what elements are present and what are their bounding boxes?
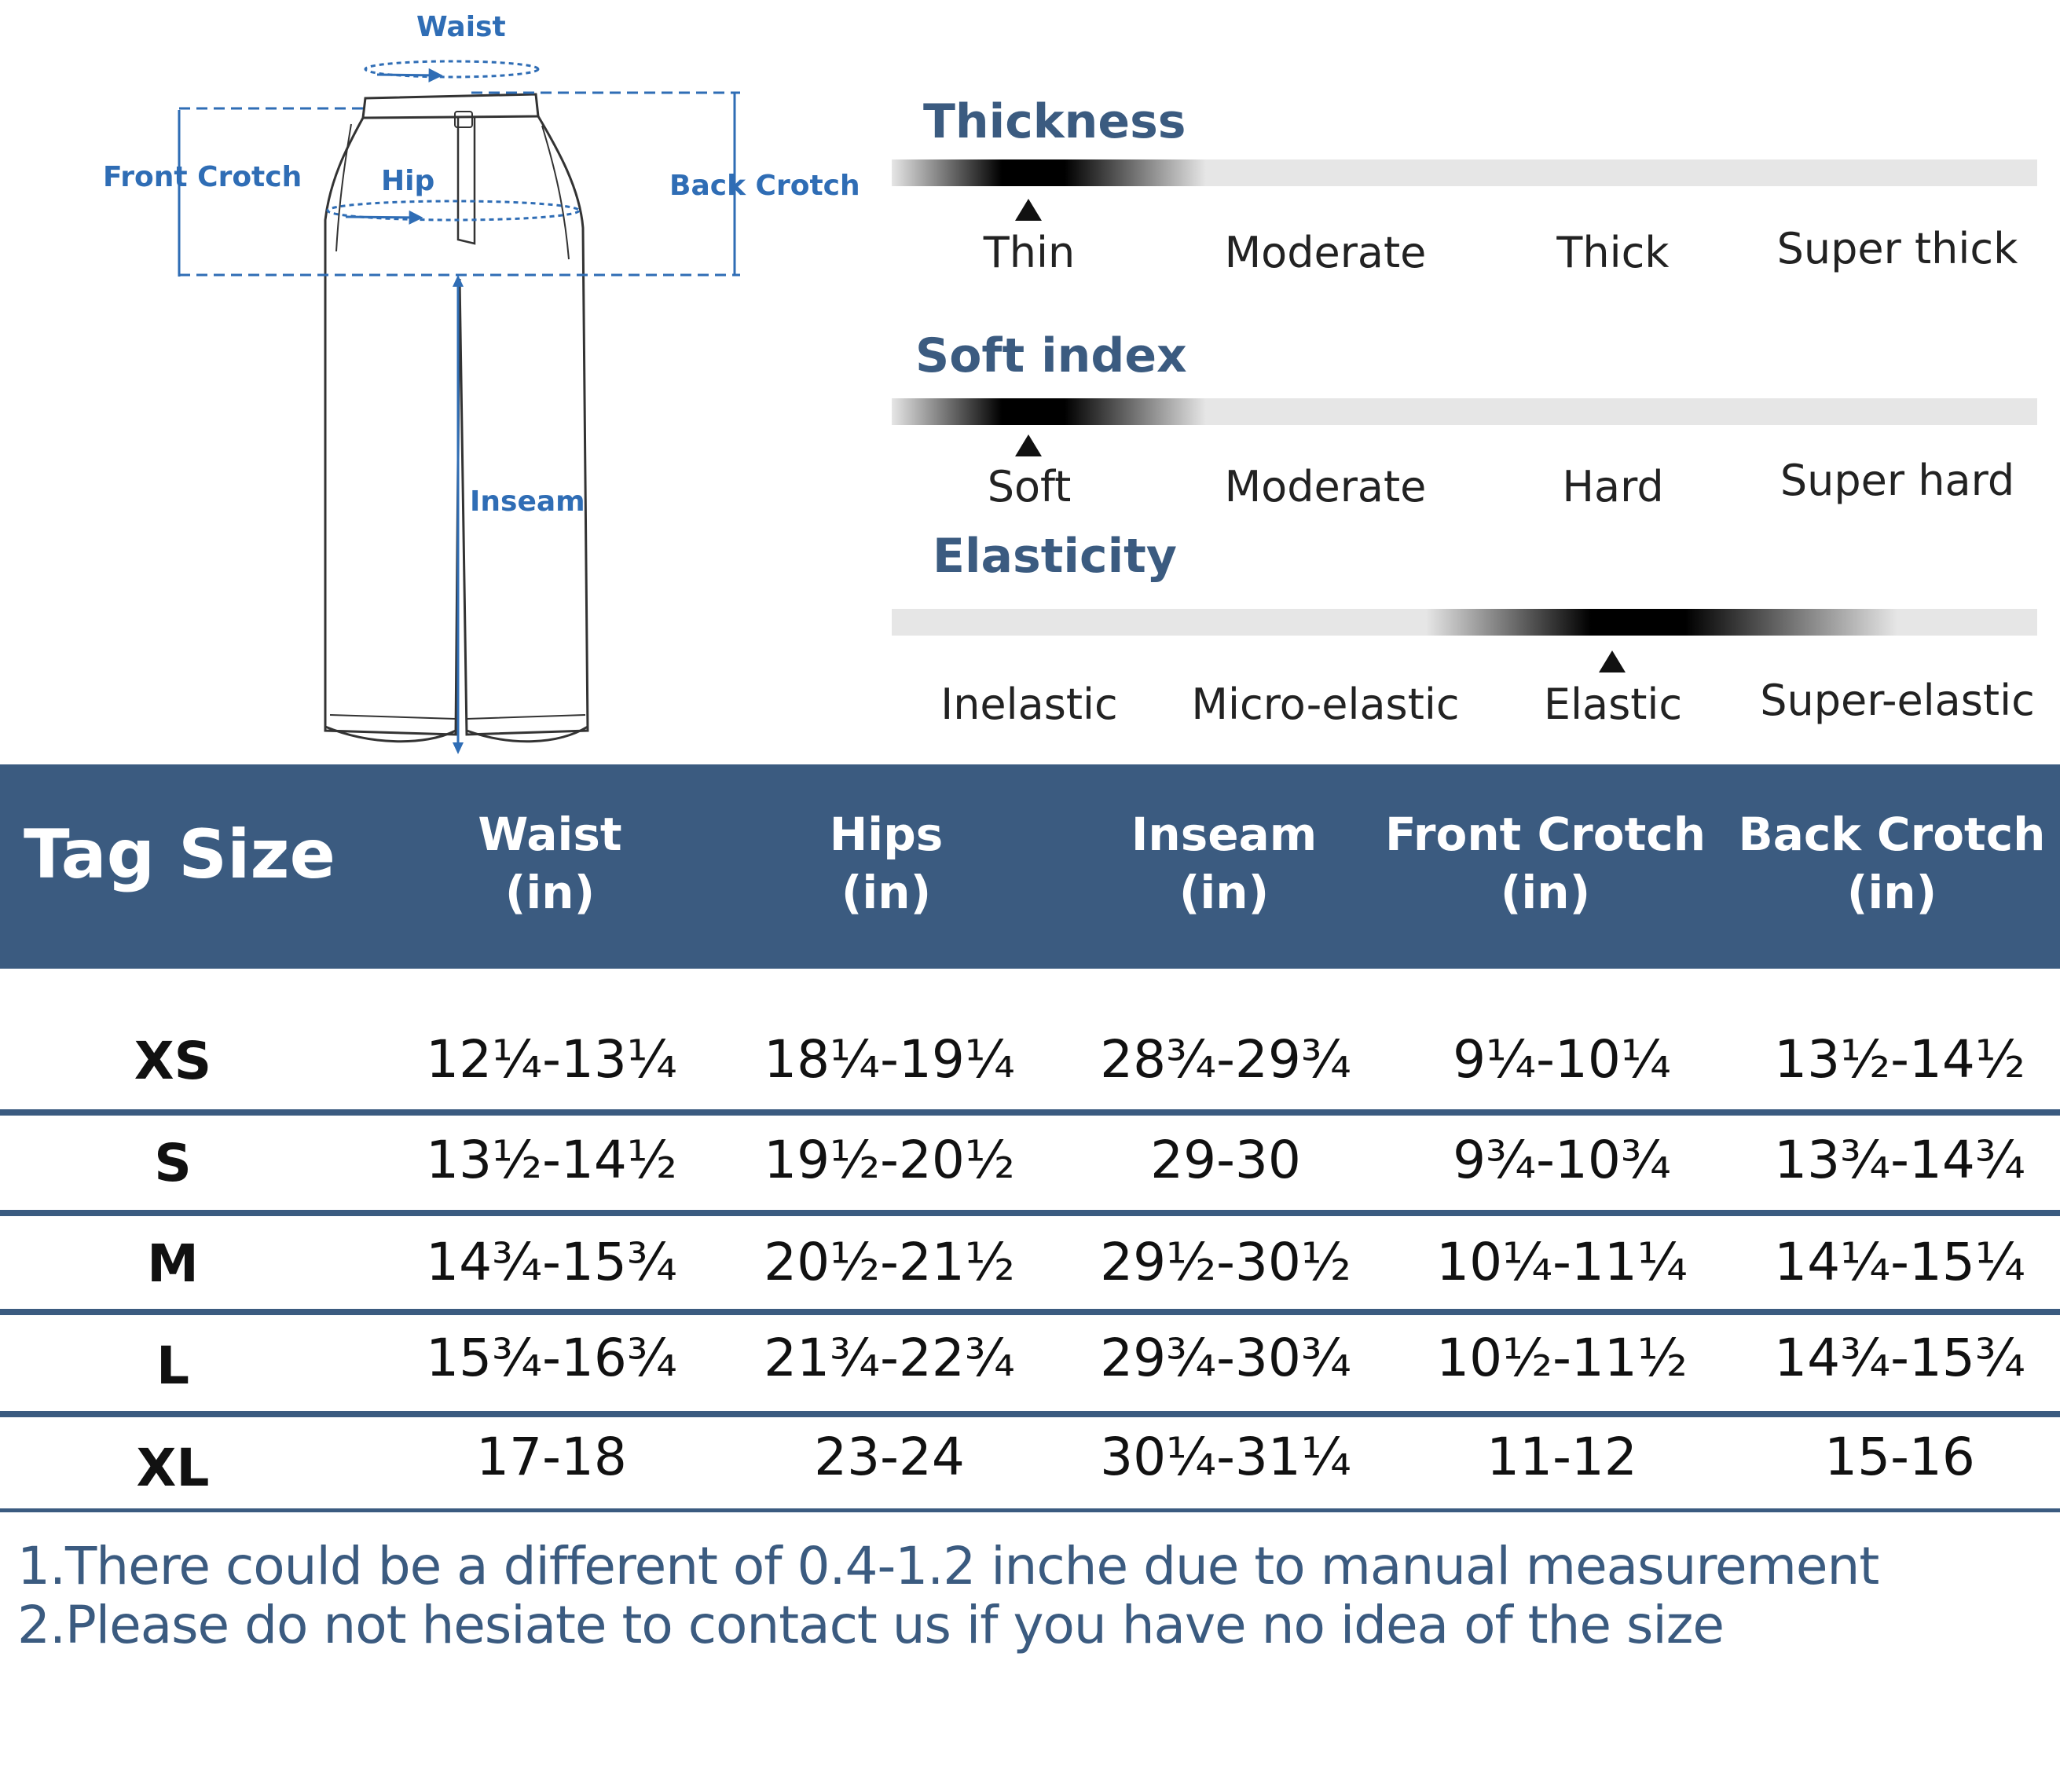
scale-title-soft-index: Soft index: [915, 328, 1187, 383]
header-back-crotch-name: Back Crotch: [1738, 808, 2046, 861]
row-divider: [0, 1508, 2060, 1512]
value-cell: 13½-14½: [426, 1130, 677, 1190]
header-hips: Hips (in): [713, 805, 1059, 922]
note-contact: 2.Please do not hesiate to contact us if…: [17, 1595, 1725, 1655]
elasticity-option-super-elastic: Super-elastic: [1760, 676, 2035, 725]
value-cell: 29¾-30¾: [1100, 1328, 1351, 1388]
value-cell: 21¾-22¾: [764, 1328, 1015, 1388]
size-cell: XS: [134, 1031, 212, 1091]
size-cell: S: [154, 1133, 192, 1193]
header-front-crotch-unit: (in): [1500, 866, 1591, 919]
size-cell: XL: [136, 1438, 210, 1498]
thickness-bar: [892, 159, 2037, 186]
soft-index-option-moderate: Moderate: [1224, 462, 1427, 511]
header-inseam: Inseam (in): [1051, 805, 1397, 922]
thickness-marker-icon: [1015, 199, 1042, 221]
hip-label: Hip: [381, 165, 435, 197]
pants-measurement-diagram: Waist Front Crotch Hip Back Crotch Insea…: [0, 0, 864, 766]
header-back-crotch-unit: (in): [1846, 866, 1937, 919]
value-cell: 15¾-16¾: [426, 1328, 677, 1388]
row-divider: [0, 1309, 2060, 1315]
value-cell: 17-18: [476, 1427, 627, 1487]
header-waist: Waist (in): [377, 805, 723, 922]
size-table-header: [0, 764, 2060, 969]
value-cell: 30¼-31¼: [1100, 1427, 1351, 1487]
soft-index-bar: [892, 398, 2037, 425]
header-hips-name: Hips: [829, 808, 944, 861]
value-cell: 11-12: [1486, 1427, 1637, 1487]
value-cell: 13¾-14¾: [1774, 1130, 2025, 1190]
elasticity-option-elastic: Elastic: [1543, 680, 1683, 729]
elasticity-option-inelastic: Inelastic: [940, 680, 1118, 729]
header-front-crotch-name: Front Crotch: [1385, 808, 1706, 861]
scale-title-thickness: Thickness: [923, 94, 1186, 149]
back-crotch-label: Back Crotch: [669, 170, 860, 202]
note-measurement: 1.There could be a different of 0.4-1.2 …: [17, 1536, 1879, 1596]
soft-index-option-soft: Soft: [987, 462, 1072, 511]
value-cell: 20½-21½: [764, 1232, 1015, 1292]
header-hips-unit: (in): [841, 866, 932, 919]
header-waist-unit: (in): [504, 866, 596, 919]
header-inseam-unit: (in): [1178, 866, 1270, 919]
header-front-crotch: Front Crotch (in): [1373, 805, 1718, 922]
soft-index-option-super-hard: Super hard: [1780, 456, 2015, 505]
thickness-option-super-thick: Super thick: [1776, 224, 2018, 273]
soft-index-marker-icon: [1015, 434, 1042, 456]
value-cell: 28¾-29¾: [1100, 1029, 1351, 1090]
value-cell: 12¼-13¼: [426, 1029, 677, 1090]
size-cell: M: [147, 1233, 199, 1294]
header-back-crotch: Back Crotch (in): [1719, 805, 2060, 922]
value-cell: 23-24: [814, 1427, 965, 1487]
thickness-option-moderate: Moderate: [1224, 228, 1427, 277]
row-divider: [0, 1210, 2060, 1216]
waist-label: Waist: [416, 11, 506, 43]
size-cell: L: [156, 1336, 190, 1396]
pants-outline-icon: [178, 60, 740, 754]
elasticity-option-micro-elastic: Micro-elastic: [1191, 680, 1460, 729]
value-cell: 29-30: [1150, 1130, 1301, 1190]
value-cell: 10½-11½: [1436, 1328, 1688, 1388]
row-divider: [0, 1109, 2060, 1116]
value-cell: 15-16: [1824, 1427, 1975, 1487]
value-cell: 13½-14½: [1774, 1029, 2025, 1090]
elasticity-bar: [892, 609, 2037, 636]
value-cell: 29½-30½: [1100, 1232, 1351, 1292]
value-cell: 19½-20½: [764, 1130, 1015, 1190]
value-cell: 14¾-15¾: [1774, 1328, 2025, 1388]
inseam-label: Inseam: [470, 486, 585, 518]
value-cell: 14¼-15¼: [1774, 1232, 2025, 1292]
value-cell: 9¼-10¼: [1453, 1029, 1671, 1090]
value-cell: 10¼-11¼: [1436, 1232, 1688, 1292]
header-waist-name: Waist: [478, 808, 622, 861]
value-cell: 14¾-15¾: [426, 1232, 677, 1292]
value-cell: 18¼-19¼: [764, 1029, 1015, 1090]
scale-title-elasticity: Elasticity: [933, 529, 1177, 584]
value-cell: 9¾-10¾: [1453, 1130, 1671, 1190]
front-crotch-label: Front Crotch: [103, 161, 302, 193]
header-tag-size: Tag Size: [24, 815, 335, 894]
thickness-option-thick: Thick: [1556, 228, 1670, 277]
header-inseam-name: Inseam: [1131, 808, 1318, 861]
thickness-option-thin: Thin: [983, 228, 1076, 277]
elasticity-marker-icon: [1599, 650, 1626, 672]
soft-index-option-hard: Hard: [1562, 462, 1664, 511]
row-divider: [0, 1411, 2060, 1417]
